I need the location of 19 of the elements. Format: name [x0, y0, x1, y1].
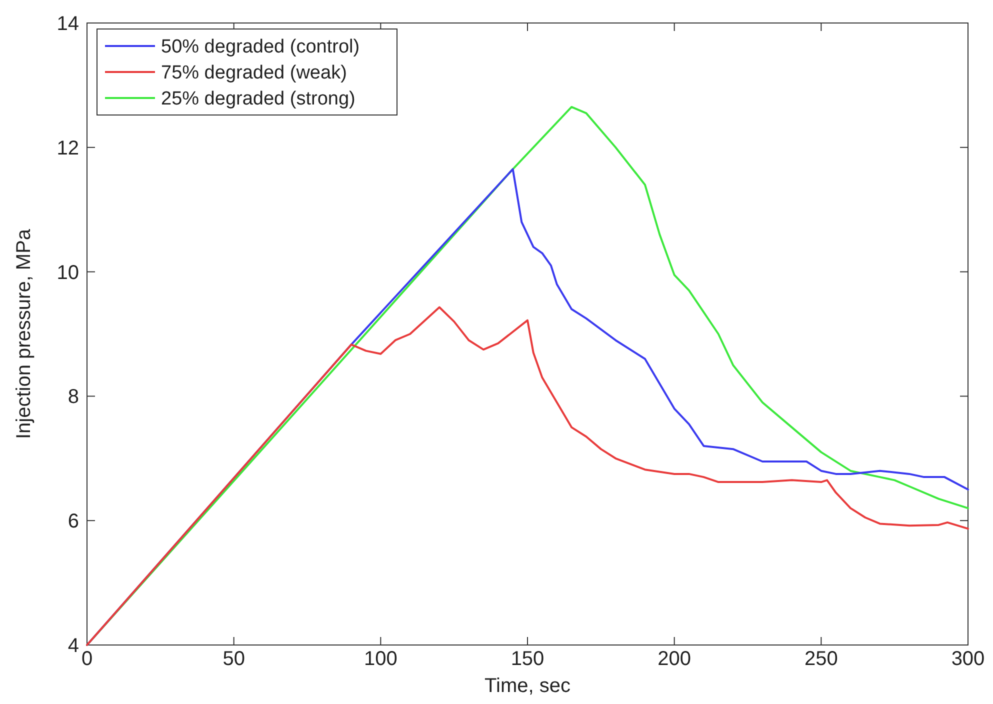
- y-tick-label: 8: [68, 386, 79, 408]
- x-tick-label: 50: [222, 648, 245, 670]
- y-tick-label: 6: [68, 510, 79, 533]
- y-tick-label: 10: [56, 262, 79, 284]
- x-axis-title: Time, sec: [484, 675, 570, 697]
- x-tick-label: 0: [81, 648, 93, 670]
- x-tick-label: 200: [658, 648, 692, 670]
- y-axis-title: Injection pressure, MPa: [13, 228, 35, 440]
- legend-label: 50% degraded (control): [161, 36, 360, 58]
- x-tick-label: 150: [510, 648, 544, 670]
- y-tick-label: 4: [68, 635, 79, 657]
- line-series: [86, 306, 969, 646]
- legend-label: 25% degraded (strong): [161, 88, 356, 110]
- x-tick-label: 100: [364, 648, 398, 670]
- x-tick-label: 300: [951, 648, 985, 670]
- legend-label: 75% degraded (weak): [161, 62, 347, 84]
- x-tick-label: 250: [804, 648, 838, 670]
- y-tick-label: 14: [56, 13, 79, 35]
- y-tick-label: 12: [56, 137, 79, 160]
